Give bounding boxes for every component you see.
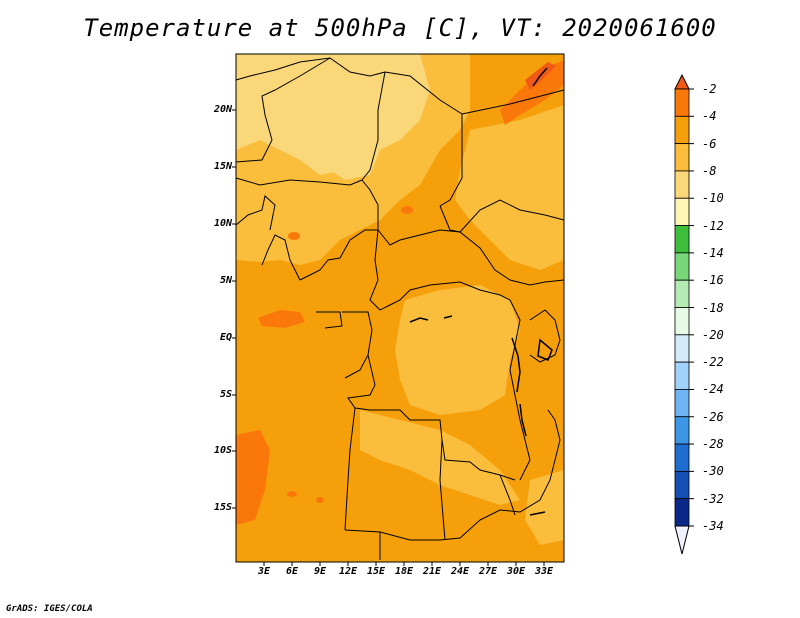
warm-spot-2 bbox=[401, 206, 413, 214]
lat-label-15n: 15N bbox=[213, 161, 232, 172]
band-m6-m8-east bbox=[455, 105, 564, 270]
colorbar-label: -8 bbox=[702, 163, 717, 178]
lon-label-3e: 3E bbox=[257, 566, 271, 577]
colorbar-bottom-arrow bbox=[674, 525, 690, 555]
colorbar-label: -10 bbox=[702, 191, 724, 206]
lat-label-eq: EQ bbox=[219, 332, 232, 343]
colorbar-cell bbox=[674, 389, 690, 418]
band-m6-m8-central bbox=[395, 285, 520, 415]
colorbar-label: -16 bbox=[702, 273, 724, 288]
band-above-m4-ne bbox=[500, 60, 564, 125]
band-above-m4-w bbox=[236, 430, 270, 525]
colorbar-cell bbox=[674, 470, 690, 500]
lon-label-6e: 6E bbox=[285, 566, 299, 577]
colorbar bbox=[674, 73, 694, 555]
lat-label-5s: 5S bbox=[219, 389, 232, 400]
lat-label-10s: 10S bbox=[213, 445, 232, 456]
lat-label-20n: 20N bbox=[213, 104, 232, 115]
band-m6-m8-southeast bbox=[525, 470, 564, 545]
colorbar-label: -20 bbox=[702, 327, 724, 342]
country-borders bbox=[235, 57, 565, 560]
colorbar-cell bbox=[674, 252, 690, 281]
lon-label-9e: 9E bbox=[313, 566, 327, 577]
colorbar-label: -18 bbox=[702, 300, 724, 315]
lon-label-24e: 24E bbox=[450, 566, 470, 577]
axis-ticks bbox=[232, 109, 545, 566]
colorbar-cell bbox=[674, 416, 690, 445]
colorbar-cell bbox=[674, 307, 690, 336]
band-m8-m10-c bbox=[236, 58, 280, 100]
colorbar-cell bbox=[674, 88, 690, 117]
colorbar-cell bbox=[674, 115, 690, 145]
colorbar-label: -6 bbox=[702, 136, 717, 151]
colorbar-cell bbox=[674, 143, 690, 172]
map-frame bbox=[235, 53, 565, 563]
colorbar-cell bbox=[674, 279, 690, 308]
lon-label-33e: 33E bbox=[534, 566, 554, 577]
colorbar-label: -30 bbox=[702, 464, 724, 479]
colorbar-top-arrow bbox=[674, 73, 690, 90]
colorbar-label: -12 bbox=[702, 218, 724, 233]
lon-label-18e: 18E bbox=[394, 566, 414, 577]
band-m8-m10-b bbox=[330, 140, 380, 180]
colorbar-cell bbox=[674, 225, 690, 254]
colorbar-cell bbox=[674, 498, 690, 527]
colorbar-label: -34 bbox=[702, 519, 724, 533]
colorbar-label: -24 bbox=[702, 382, 724, 397]
colorbar-cell bbox=[674, 170, 690, 199]
warm-spot-1 bbox=[288, 232, 300, 240]
colorbar-label: -26 bbox=[702, 409, 724, 424]
grads-credit: GrADS: IGES/COLA bbox=[6, 604, 93, 614]
colorbar-cell bbox=[674, 334, 690, 363]
colorbar-label: -4 bbox=[702, 109, 717, 124]
lat-label-10n: 10N bbox=[213, 218, 232, 229]
chart-title: Temperature at 500hPa [C], VT: 202006160… bbox=[83, 14, 717, 42]
lon-label-15e: 15E bbox=[366, 566, 386, 577]
colorbar-cell bbox=[674, 361, 690, 390]
lat-label-5n: 5N bbox=[219, 275, 232, 286]
colorbar-label: -32 bbox=[702, 491, 724, 506]
colorbar-label: -2 bbox=[702, 82, 717, 96]
temperature-field bbox=[236, 54, 564, 562]
lon-label-12e: 12E bbox=[338, 566, 358, 577]
colorbar-label: -14 bbox=[702, 245, 724, 260]
lat-label-15s: 15S bbox=[213, 502, 232, 513]
lon-label-27e: 27E bbox=[478, 566, 498, 577]
colorbar-label: -28 bbox=[702, 437, 724, 452]
lakes-rivers bbox=[409, 67, 553, 516]
colorbar-label: -22 bbox=[702, 355, 724, 370]
colorbar-cell bbox=[674, 197, 690, 226]
band-above-m4-gulf bbox=[258, 310, 305, 328]
lon-label-21e: 21E bbox=[422, 566, 442, 577]
band-m6-m8-south bbox=[360, 410, 520, 505]
colorbar-cell bbox=[674, 443, 690, 472]
lon-label-30e: 30E bbox=[506, 566, 526, 577]
warm-spot-4 bbox=[316, 497, 324, 503]
warm-spot-3 bbox=[287, 491, 297, 497]
